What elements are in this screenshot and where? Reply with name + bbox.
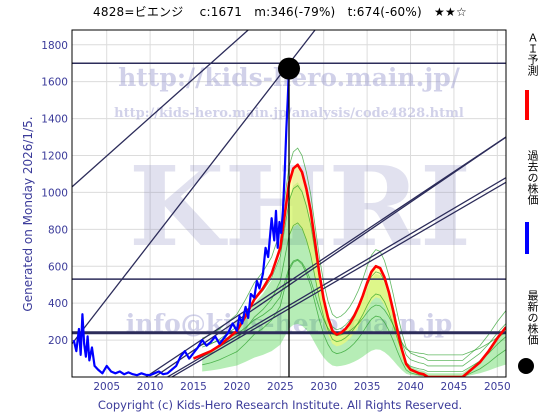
legend-ai-forecast-label: ＡＩ予測 bbox=[526, 32, 539, 76]
series-lines bbox=[72, 68, 506, 377]
trend-line bbox=[72, 30, 249, 188]
x-tick-label: 2015 bbox=[180, 381, 207, 393]
legend-ai-forecast-swatch bbox=[525, 90, 529, 120]
x-tick-label: 2030 bbox=[310, 381, 337, 393]
x-tick-label: 2005 bbox=[93, 381, 120, 393]
legend-latest-price-dot-icon bbox=[518, 358, 534, 374]
forecast-band-area bbox=[202, 182, 506, 377]
y-tick-label: 1000 bbox=[41, 187, 68, 199]
trend-line bbox=[154, 136, 506, 377]
x-tick-label: 2020 bbox=[224, 381, 251, 393]
trend-line bbox=[72, 30, 316, 345]
copyright-footer: Copyright (c) Kids-Hero Research Institu… bbox=[97, 398, 463, 412]
past-price-line bbox=[72, 68, 291, 377]
x-tick-label: 2045 bbox=[441, 381, 468, 393]
ai-forecast-line bbox=[193, 163, 506, 377]
x-tick-label: 2025 bbox=[267, 381, 294, 393]
forecast-scenario-line bbox=[202, 147, 506, 361]
y-tick-label: 1600 bbox=[41, 77, 68, 89]
forecast-scenario-line bbox=[202, 259, 506, 377]
generated-date-label: Generated on Monday 2026/1/5. bbox=[21, 116, 35, 312]
trend-line bbox=[167, 177, 506, 377]
legend-latest-price-label: 最新の株価 bbox=[526, 290, 539, 345]
forecast-scenario-line bbox=[202, 184, 506, 367]
x-tick-label: 2035 bbox=[354, 381, 381, 393]
latest-price-marker bbox=[278, 57, 300, 80]
legend-past-price-swatch bbox=[525, 222, 529, 254]
latest-price-point bbox=[278, 57, 300, 80]
forecast-scenario-line bbox=[202, 258, 506, 356]
y-tick-label: 600 bbox=[48, 261, 68, 273]
y-axis: 200 400 600 800 1000 1200 1400 1600 1800 bbox=[41, 40, 68, 347]
legend-past-price-label: 過去の株価 bbox=[526, 150, 539, 205]
x-tick-label: 2010 bbox=[137, 381, 164, 393]
y-tick-label: 1800 bbox=[41, 40, 68, 52]
plot-frame bbox=[71, 29, 507, 378]
x-tick-label: 2050 bbox=[484, 381, 511, 393]
x-axis: 2005 2010 2015 2020 2025 2030 2035 2040 2045 2050 bbox=[93, 381, 510, 393]
trend-line bbox=[145, 136, 506, 377]
y-tick-label: 400 bbox=[48, 298, 68, 310]
chart-title: 4828=ビエンジ c:1671 m:346(-79%) t:674(-60%)… bbox=[93, 5, 467, 19]
x-tick-label: 2040 bbox=[397, 381, 424, 393]
y-tick-label: 1200 bbox=[41, 151, 68, 163]
y-tick-label: 200 bbox=[48, 335, 68, 347]
y-tick-label: 800 bbox=[48, 224, 68, 236]
y-tick-label: 1400 bbox=[41, 114, 68, 126]
